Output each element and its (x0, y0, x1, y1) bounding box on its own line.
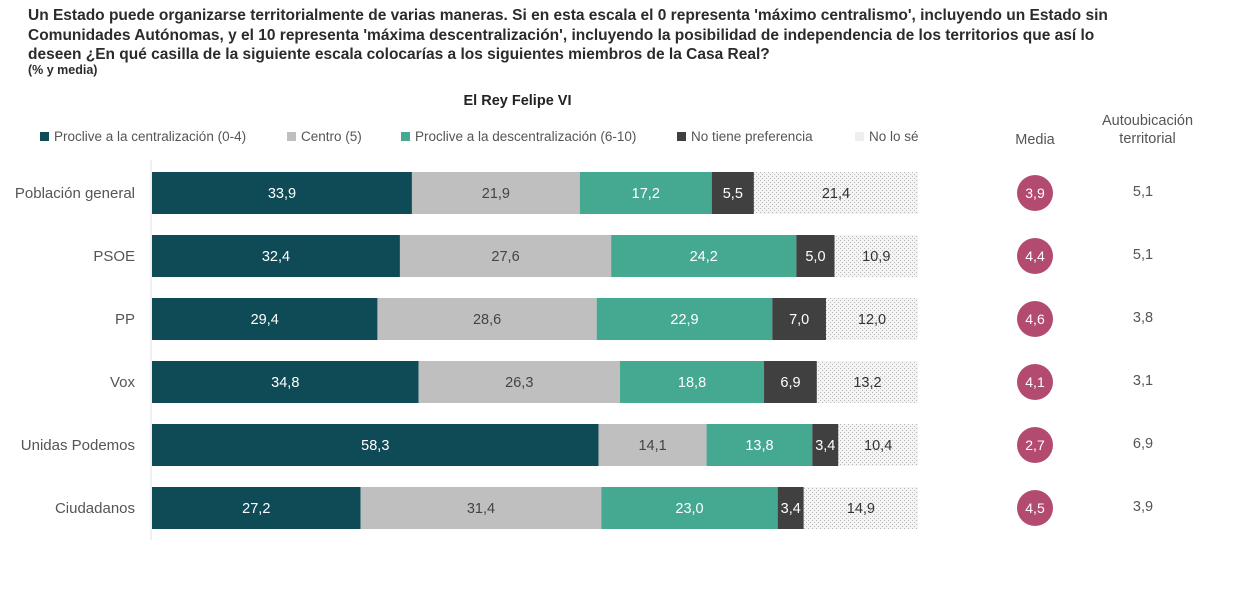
bar-segment-centro (598, 424, 707, 466)
bar-segment-no-lo-se (753, 172, 918, 214)
autoubicacion-value: 3,1 (1132, 373, 1154, 389)
data-label: 12,0 (858, 312, 886, 328)
data-label: 29,4 (251, 312, 279, 328)
data-label: 21,9 (482, 186, 510, 202)
data-label: 27,2 (242, 501, 270, 517)
legend-swatch-centralizacion (40, 132, 49, 141)
bar-segment-centro (399, 235, 612, 277)
data-label: 6,9 (780, 375, 800, 391)
bar-segment-centro (418, 361, 621, 403)
row-label: Población general (15, 185, 135, 202)
bar-segment-no-preferencia (777, 487, 804, 529)
data-label: 34,8 (271, 375, 299, 391)
data-label: 33,9 (268, 186, 296, 202)
bar-segment-descentralizacion (601, 487, 778, 529)
data-label: 14,1 (638, 438, 666, 454)
data-label: 13,2 (853, 375, 881, 391)
media-badge: 4,4 (1017, 238, 1053, 274)
row-label: Unidas Podemos (21, 437, 135, 454)
media-badge: 4,1 (1017, 364, 1053, 400)
legend-swatch-centro (287, 132, 296, 141)
bar-segment-no-preferencia (812, 424, 839, 466)
data-label: 10,4 (864, 438, 892, 454)
legend-item-centro: Centro (5) (287, 129, 362, 144)
data-label: 17,2 (632, 186, 660, 202)
legend-swatch-no-preferencia (677, 132, 686, 141)
bar-segment-no-lo-se (816, 361, 918, 403)
data-label: 28,6 (473, 312, 501, 328)
row-label: Ciudadanos (55, 500, 135, 517)
legend-label: No lo sé (869, 129, 919, 144)
bar-segment-no-preferencia (764, 361, 817, 403)
bar-segment-no-lo-se (834, 235, 918, 277)
media-badge: 4,6 (1017, 301, 1053, 337)
bar-segment-no-preferencia (711, 172, 754, 214)
data-label: 5,5 (723, 186, 743, 202)
bar-segment-no-lo-se (803, 487, 918, 529)
legend-label: No tiene preferencia (691, 129, 813, 144)
autoubicacion-value: 3,8 (1132, 310, 1154, 326)
data-label: 3,4 (815, 438, 835, 454)
media-badge: 4,5 (1017, 490, 1053, 526)
legend-item-centralizacion: Proclive a la centralización (0-4) (40, 129, 246, 144)
bar-segment-centralizacion (152, 298, 378, 340)
media-badge: 2,7 (1017, 427, 1053, 463)
bar-segment-no-lo-se (838, 424, 918, 466)
question-text: Un Estado puede organizarse territorialm… (28, 7, 1108, 63)
legend-swatch-no-lo-se (855, 132, 864, 141)
legend-item-no-preferencia: No tiene preferencia (677, 129, 813, 144)
bar-segment-no-preferencia (772, 298, 826, 340)
autoubicacion-value: 6,9 (1132, 436, 1154, 452)
data-label: 18,8 (678, 375, 706, 391)
data-label: 32,4 (262, 249, 290, 265)
row-label: PP (115, 311, 135, 328)
bar-segment-centralizacion (152, 235, 400, 277)
data-label: 23,0 (675, 501, 703, 517)
bar-segment-centro (360, 487, 602, 529)
legend-item-no-lo-se: No lo sé (855, 129, 919, 144)
bar-segment-descentralizacion (620, 361, 765, 403)
legend-swatch-descentralizacion (401, 132, 410, 141)
data-label: 21,4 (822, 186, 850, 202)
data-label: 5,0 (805, 249, 825, 265)
bar-segment-descentralizacion (579, 172, 712, 214)
data-label: 58,3 (361, 438, 389, 454)
subtitle: (% y media) (28, 63, 98, 77)
autoubicacion-value: 5,1 (1132, 184, 1154, 200)
data-label: 22,9 (670, 312, 698, 328)
bar-segment-centralizacion (152, 487, 361, 529)
row-label: Vox (110, 374, 136, 391)
data-label: 7,0 (789, 312, 809, 328)
data-label: 24,2 (690, 249, 718, 265)
legend-item-descentralizacion: Proclive a la descentralización (6-10) (401, 129, 636, 144)
data-label: 14,9 (847, 501, 875, 517)
legend-label: Proclive a la descentralización (6-10) (415, 129, 637, 144)
bar-segment-centralizacion (152, 172, 412, 214)
bar-segment-no-preferencia (796, 235, 835, 277)
bar-segment-descentralizacion (596, 298, 773, 340)
data-label: 10,9 (862, 249, 890, 265)
bar-segment-descentralizacion (706, 424, 813, 466)
data-label: 3,4 (781, 501, 801, 517)
data-label: 26,3 (505, 375, 533, 391)
legend-label: Proclive a la centralización (0-4) (54, 129, 247, 144)
bar-segment-centralizacion (152, 361, 419, 403)
data-label: 13,8 (745, 438, 773, 454)
media-header: Media (1015, 132, 1055, 148)
bar-segment-descentralizacion (611, 235, 797, 277)
media-badge: 3,9 (1017, 175, 1053, 211)
chart-title: El Rey Felipe VI (463, 93, 572, 109)
bar-segment-centro (377, 298, 597, 340)
data-label: 31,4 (467, 501, 495, 517)
autoubicacion-value: 3,9 (1132, 499, 1154, 515)
data-label: 27,6 (491, 249, 519, 265)
autoubicacion-header: Autoubicación territorial (1101, 113, 1194, 147)
legend-label: Centro (5) (301, 129, 362, 144)
bar-segment-no-lo-se (825, 298, 918, 340)
row-label: PSOE (93, 248, 135, 265)
autoubicacion-value: 5,1 (1132, 247, 1154, 263)
bar-segment-centralizacion (152, 424, 599, 466)
bar-segment-centro (411, 172, 580, 214)
